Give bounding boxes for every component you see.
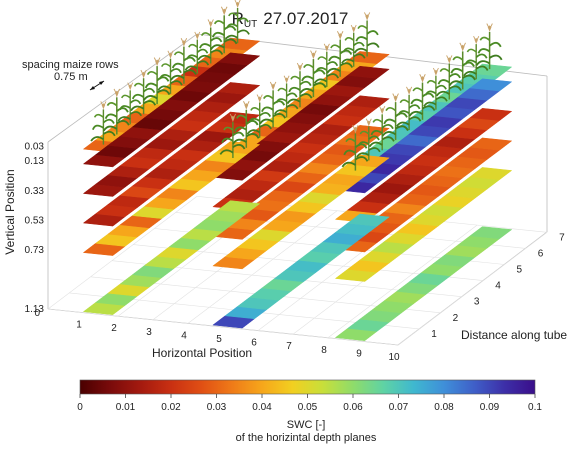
swc-cell (217, 52, 261, 66)
y-tick-label: 5 (517, 265, 523, 276)
swc-cell (217, 200, 261, 214)
x-tick-label: 9 (356, 348, 362, 359)
z-tick-zero: 0 (34, 308, 40, 319)
chart-title: RUT27.07.2017 (232, 9, 349, 30)
annotation-line1: spacing maize rows (22, 59, 119, 71)
depth-plane-tube1-0.13 (82, 52, 261, 168)
grid-line (397, 232, 548, 346)
swc-cell (346, 95, 390, 109)
x-axis-label: Horizontal Position (152, 346, 252, 360)
z-tick-label: 0.03 (25, 141, 45, 152)
maize-plant (353, 11, 380, 58)
grid-line (327, 224, 478, 339)
colorbar-sublabel: of the horizintal depth planes (236, 432, 377, 444)
colorbar-tick-label: 0.07 (389, 402, 409, 413)
depth-plane-tube1-0.73 (82, 141, 261, 256)
colorbar-tick-label: 0 (77, 402, 83, 413)
x-tick-label: 5 (216, 334, 222, 345)
swc-cell (469, 108, 513, 121)
colorbar-tick-label: 0.05 (298, 402, 318, 413)
x-tick-label: 7 (286, 341, 292, 352)
y-tick-label: 4 (495, 281, 501, 292)
swc-cell (346, 213, 390, 227)
z-tick-label: 0.73 (25, 245, 45, 256)
colorbar-tick-label: 0.01 (116, 402, 136, 413)
depth-plane-tube3-1.13 (334, 226, 513, 341)
swc-cell (217, 82, 261, 95)
colorbar-tick-label: 0.02 (161, 402, 181, 413)
colorbar-tick-label: 0.04 (252, 402, 272, 413)
grid-line (187, 210, 338, 324)
colorbar-label: SWC [-] (287, 419, 326, 431)
grid-line (47, 196, 198, 310)
colorbar-tick-label: 0.03 (207, 402, 227, 413)
z-tick-label: 1.13 (25, 304, 45, 315)
depth-plane-tube1-1.13 (82, 200, 261, 315)
grid-line (47, 308, 399, 346)
y-tick-label: 3 (474, 297, 480, 308)
swc-cell (469, 137, 513, 151)
swc-cell (469, 226, 513, 240)
horizontal-position-ticks: 1 2 3 4 5 6 7 8 9 10 (76, 320, 400, 363)
x-tick-label: 4 (181, 330, 187, 341)
z-tick-label: 0.33 (25, 186, 45, 197)
spacing-annotation: spacing maize rows 0.75 m (22, 59, 119, 91)
depth-plane-tube2-0.73 (212, 154, 390, 270)
z-axis-label: Vertical Position (3, 169, 17, 254)
depth-plane-tube3-0.73 (334, 167, 513, 282)
colorbar-tick-label: 0.09 (480, 402, 500, 413)
depth-planes (82, 37, 513, 341)
colorbar (79, 379, 536, 395)
distance-ticks: 1 2 3 4 5 6 7 (431, 232, 565, 340)
y-tick-label: 2 (453, 313, 459, 324)
swc-cell (469, 78, 513, 92)
z-tick-label: 0.53 (25, 215, 45, 226)
colorbar-tick-label: 0.06 (343, 402, 363, 413)
y-tick-label: 6 (538, 248, 544, 259)
colorbar-tick-label: 0.1 (528, 402, 542, 413)
vertical-position-ticks: 0.03 0.13 0.33 0.53 0.73 1.130 (25, 141, 45, 319)
maize-plant (475, 22, 503, 71)
depth-plane-tube3-0.33 (334, 108, 513, 223)
x-tick-label: 1 (76, 320, 82, 331)
colorbar-ticks: 0 0.01 0.02 0.03 0.04 0.05 0.06 0.07 0.08 0.09 0.1 (77, 394, 542, 413)
swc-cell (346, 65, 390, 79)
y-tick-label: 1 (431, 329, 437, 340)
depth-plane-tube2-0.13 (212, 65, 390, 181)
x-tick-label: 10 (388, 352, 400, 363)
x-tick-label: 3 (146, 327, 152, 338)
swc-cell (469, 167, 513, 180)
y-tick-label: 7 (559, 232, 565, 243)
colorbar-tick-label: 0.08 (434, 402, 454, 413)
z-tick-label: 0.13 (25, 156, 45, 167)
x-tick-label: 8 (321, 345, 327, 356)
depth-plane-tube1-0.33 (82, 82, 261, 197)
depth-plane-tube2-1.13 (212, 213, 390, 329)
depth-plane-tube3-0.53 (334, 137, 513, 253)
y-axis-label: Distance along tube (461, 328, 567, 342)
x-tick-label: 2 (111, 323, 117, 334)
x-tick-label: 6 (251, 338, 257, 349)
annotation-line2: 0.75 m (54, 71, 88, 83)
depth-plane-tube2-0.33 (212, 95, 390, 211)
